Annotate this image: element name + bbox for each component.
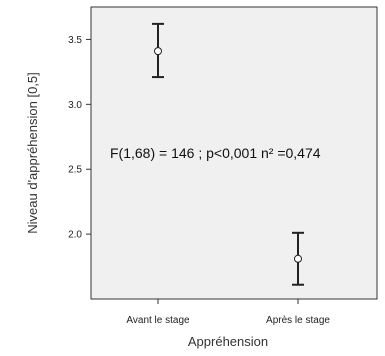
y-tick-label: 2.0	[68, 230, 82, 241]
x-tick-label: Après le stage	[266, 315, 330, 326]
y-tick-label: 2.5	[68, 165, 82, 176]
y-tick-label: 3.0	[68, 100, 82, 111]
plot-area	[90, 6, 378, 300]
error-bars	[152, 22, 304, 286]
y-tick-label: 3.5	[68, 35, 82, 46]
mean-marker	[294, 254, 302, 263]
x-tick-label: Avant le stage	[126, 315, 190, 326]
y-axis-ticks: 2.0 2.5 3.0 3.5	[68, 35, 91, 241]
y-axis-title: Niveau d'appréhension [0,5]	[25, 72, 40, 233]
x-axis-title: Appréhension	[188, 334, 268, 349]
x-axis-ticks: Avant le stage Après le stage	[126, 299, 330, 326]
mean-marker	[154, 47, 162, 56]
statistics-annotation: F(1,68) = 146 ; p<0,001 n² =0,474	[110, 145, 321, 161]
